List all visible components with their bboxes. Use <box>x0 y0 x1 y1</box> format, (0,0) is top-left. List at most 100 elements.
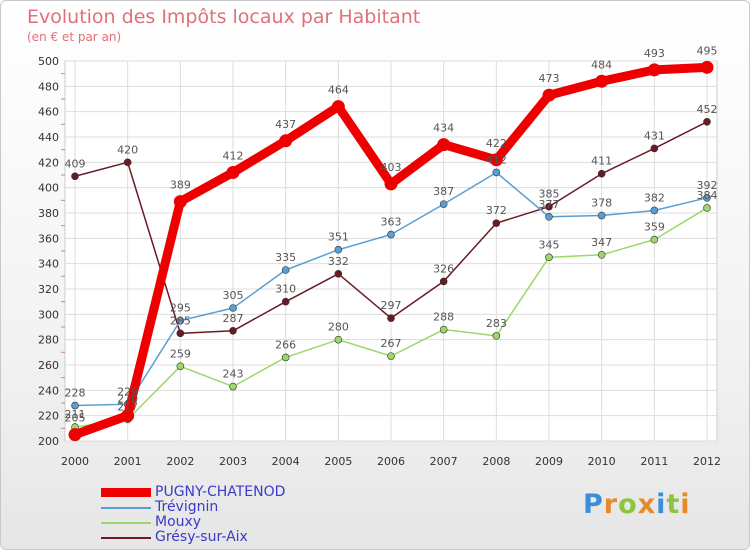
data-label-pugny: 484 <box>591 58 612 71</box>
data-point-mouxy <box>597 251 606 259</box>
data-point-gresy <box>176 329 185 338</box>
data-point-gresy <box>71 172 79 181</box>
data-point-mouxy <box>229 382 237 391</box>
brand-letter: x <box>637 489 657 520</box>
y-tick-label: 260 <box>38 359 59 372</box>
legend-item: Mouxy <box>101 514 401 530</box>
data-label-pugny: 493 <box>644 47 665 60</box>
data-label-mouxy: 347 <box>591 236 612 249</box>
data-point-pugny <box>226 165 240 179</box>
data-label-gresy: 452 <box>697 103 718 116</box>
data-point-mouxy <box>281 353 290 362</box>
brand-logo: Proxiti <box>583 489 691 520</box>
data-label-mouxy: 345 <box>539 238 560 251</box>
x-tick-label: 2007 <box>430 455 458 468</box>
data-point-gresy <box>387 314 395 322</box>
data-point-trevignin <box>545 213 553 221</box>
data-point-trevignin <box>492 168 501 177</box>
data-label-pugny: 437 <box>275 118 296 131</box>
data-point-mouxy <box>545 253 553 262</box>
data-label-trevignin: 387 <box>433 185 454 198</box>
y-tick-label: 420 <box>38 156 59 169</box>
legend-swatch <box>101 507 151 509</box>
data-label-gresy: 332 <box>328 255 349 268</box>
data-label-mouxy: 217 <box>117 400 138 413</box>
y-tick-label: 280 <box>38 334 59 347</box>
data-point-trevignin <box>176 316 185 325</box>
data-point-trevignin <box>597 211 606 220</box>
data-label-trevignin: 363 <box>381 216 402 229</box>
data-label-mouxy: 283 <box>486 317 507 330</box>
data-point-trevignin <box>650 206 659 215</box>
data-point-pugny <box>331 100 345 114</box>
data-point-mouxy <box>334 335 343 344</box>
data-point-pugny <box>542 88 556 102</box>
brand-letter: o <box>618 489 638 520</box>
data-point-gresy <box>545 202 553 211</box>
data-label-gresy: 297 <box>381 299 402 312</box>
y-tick-label: 300 <box>38 308 59 321</box>
data-point-gresy <box>281 297 290 306</box>
data-label-mouxy: 384 <box>697 189 718 202</box>
data-point-pugny <box>595 74 609 88</box>
data-label-trevignin: 228 <box>65 387 86 400</box>
x-tick-label: 2004 <box>272 455 300 468</box>
data-point-mouxy <box>703 204 711 212</box>
y-tick-label: 220 <box>38 410 59 423</box>
data-point-gresy <box>123 158 132 167</box>
data-label-trevignin: 335 <box>275 251 296 264</box>
data-point-mouxy <box>650 235 659 244</box>
y-tick-label: 400 <box>38 182 59 195</box>
x-tick-label: 2002 <box>166 455 194 468</box>
brand-letter: t <box>666 489 681 520</box>
y-tick-label: 380 <box>38 207 59 220</box>
y-tick-label: 200 <box>38 435 59 448</box>
data-label-trevignin: 295 <box>170 302 191 315</box>
data-label-mouxy: 288 <box>433 311 454 324</box>
y-tick-label: 440 <box>38 131 59 144</box>
legend-item: Trévignin <box>101 499 401 515</box>
data-point-pugny <box>437 138 451 152</box>
data-point-pugny <box>121 409 135 423</box>
data-label-gresy: 385 <box>539 188 560 201</box>
data-point-gresy <box>650 144 659 153</box>
legend-label: Trévignin <box>155 499 219 515</box>
data-point-trevignin <box>334 245 343 254</box>
data-label-pugny: 434 <box>433 122 454 135</box>
legend-swatch <box>101 522 151 524</box>
brand-letter: i <box>656 489 667 520</box>
brand-letter: P <box>583 489 604 520</box>
data-label-trevignin: 412 <box>486 153 507 166</box>
data-label-gresy: 411 <box>591 155 612 168</box>
data-point-gresy <box>334 269 343 278</box>
y-tick-label: 360 <box>38 232 59 245</box>
data-label-mouxy: 211 <box>65 408 86 421</box>
data-label-pugny: 422 <box>486 137 507 150</box>
y-tick-label: 500 <box>38 55 59 68</box>
data-label-pugny: 220 <box>117 393 138 406</box>
x-tick-label: 2005 <box>324 455 352 468</box>
data-point-gresy <box>229 326 237 335</box>
grid-lines <box>65 60 717 442</box>
chart-title: Evolution des Impôts locaux par Habitant <box>27 6 421 28</box>
legend-swatch <box>101 488 151 497</box>
data-point-mouxy <box>439 325 448 334</box>
series-layer <box>68 60 714 442</box>
data-label-gresy: 372 <box>486 204 507 217</box>
data-label-trevignin: 382 <box>644 191 665 204</box>
x-tick-label: 2003 <box>219 455 247 468</box>
data-label-trevignin: 392 <box>697 179 718 192</box>
data-label-pugny: 205 <box>65 412 86 425</box>
data-point-mouxy <box>492 332 501 340</box>
x-tick-label: 2010 <box>588 455 616 468</box>
data-label-mouxy: 266 <box>275 338 296 351</box>
x-tick-label: 2012 <box>693 455 721 468</box>
data-label-pugny: 389 <box>170 179 191 192</box>
data-label-pugny: 464 <box>328 84 349 97</box>
data-point-pugny <box>279 134 293 148</box>
data-label-gresy: 420 <box>117 143 138 156</box>
data-point-gresy <box>703 118 711 126</box>
data-label-pugny: 403 <box>381 161 402 174</box>
data-label-trevignin: 377 <box>539 198 560 211</box>
